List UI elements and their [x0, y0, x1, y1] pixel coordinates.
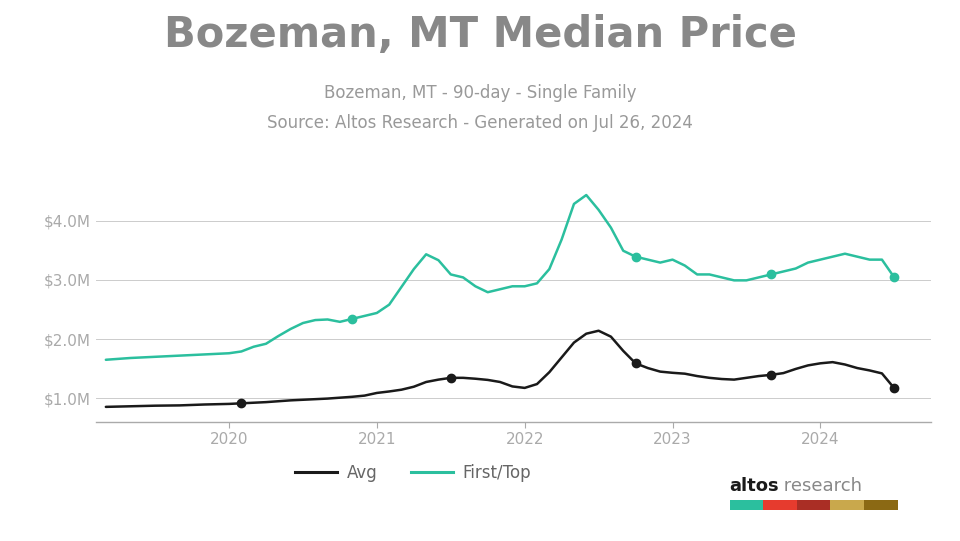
Text: research: research: [778, 477, 862, 495]
Text: Source: Altos Research - Generated on Jul 26, 2024: Source: Altos Research - Generated on Ju…: [267, 114, 693, 131]
Text: altos: altos: [730, 477, 780, 495]
Legend: Avg, First/Top: Avg, First/Top: [289, 457, 538, 489]
Text: Bozeman, MT Median Price: Bozeman, MT Median Price: [163, 14, 797, 56]
Text: Bozeman, MT - 90-day - Single Family: Bozeman, MT - 90-day - Single Family: [324, 84, 636, 102]
